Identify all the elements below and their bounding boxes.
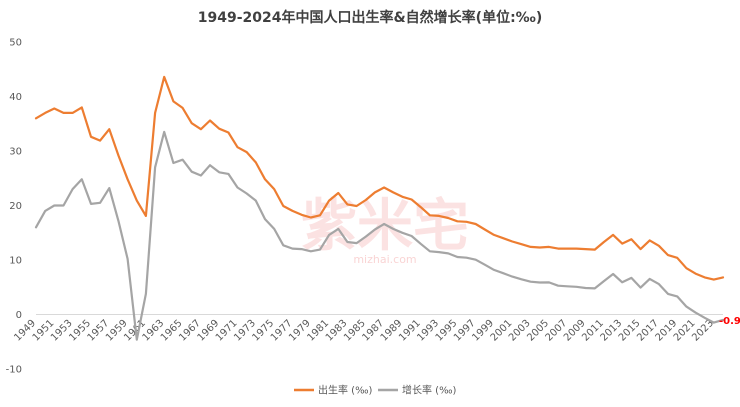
y-tick-label: 50 [9, 38, 22, 49]
y-tick-label: 20 [9, 201, 22, 212]
chart-title: 1949-2024年中国人口出生率&自然增长率(单位:‰) [198, 9, 543, 26]
y-axis: -10 0 10 20 30 40 50 [6, 38, 22, 376]
y-tick-label: -10 [6, 365, 22, 376]
y-tick-label: 40 [9, 92, 22, 103]
series-layer [34, 75, 725, 341]
legend-label: 增长率 (‰) [402, 384, 456, 397]
series-line-growth-rate [34, 130, 725, 341]
y-tick-label: 0 [16, 310, 22, 321]
series-line-birth-rate [34, 75, 725, 281]
watermark-logo-text: 紫米宅 [301, 194, 469, 259]
y-tick-label: 30 [9, 147, 22, 158]
y-tick-label: 10 [9, 256, 22, 267]
watermark: 紫米宅 mizhai.com [301, 194, 469, 266]
data-label: -0.99 [719, 316, 740, 327]
legend-label: 出生率 (‰) [318, 384, 372, 397]
legend: 出生率 (‰) 增长率 (‰) [294, 384, 456, 397]
x-axis: 1949195119531955195719591961196319651967… [12, 314, 723, 344]
annotation-layer: -0.99 [719, 316, 740, 327]
watermark-url: mizhai.com [353, 253, 416, 266]
